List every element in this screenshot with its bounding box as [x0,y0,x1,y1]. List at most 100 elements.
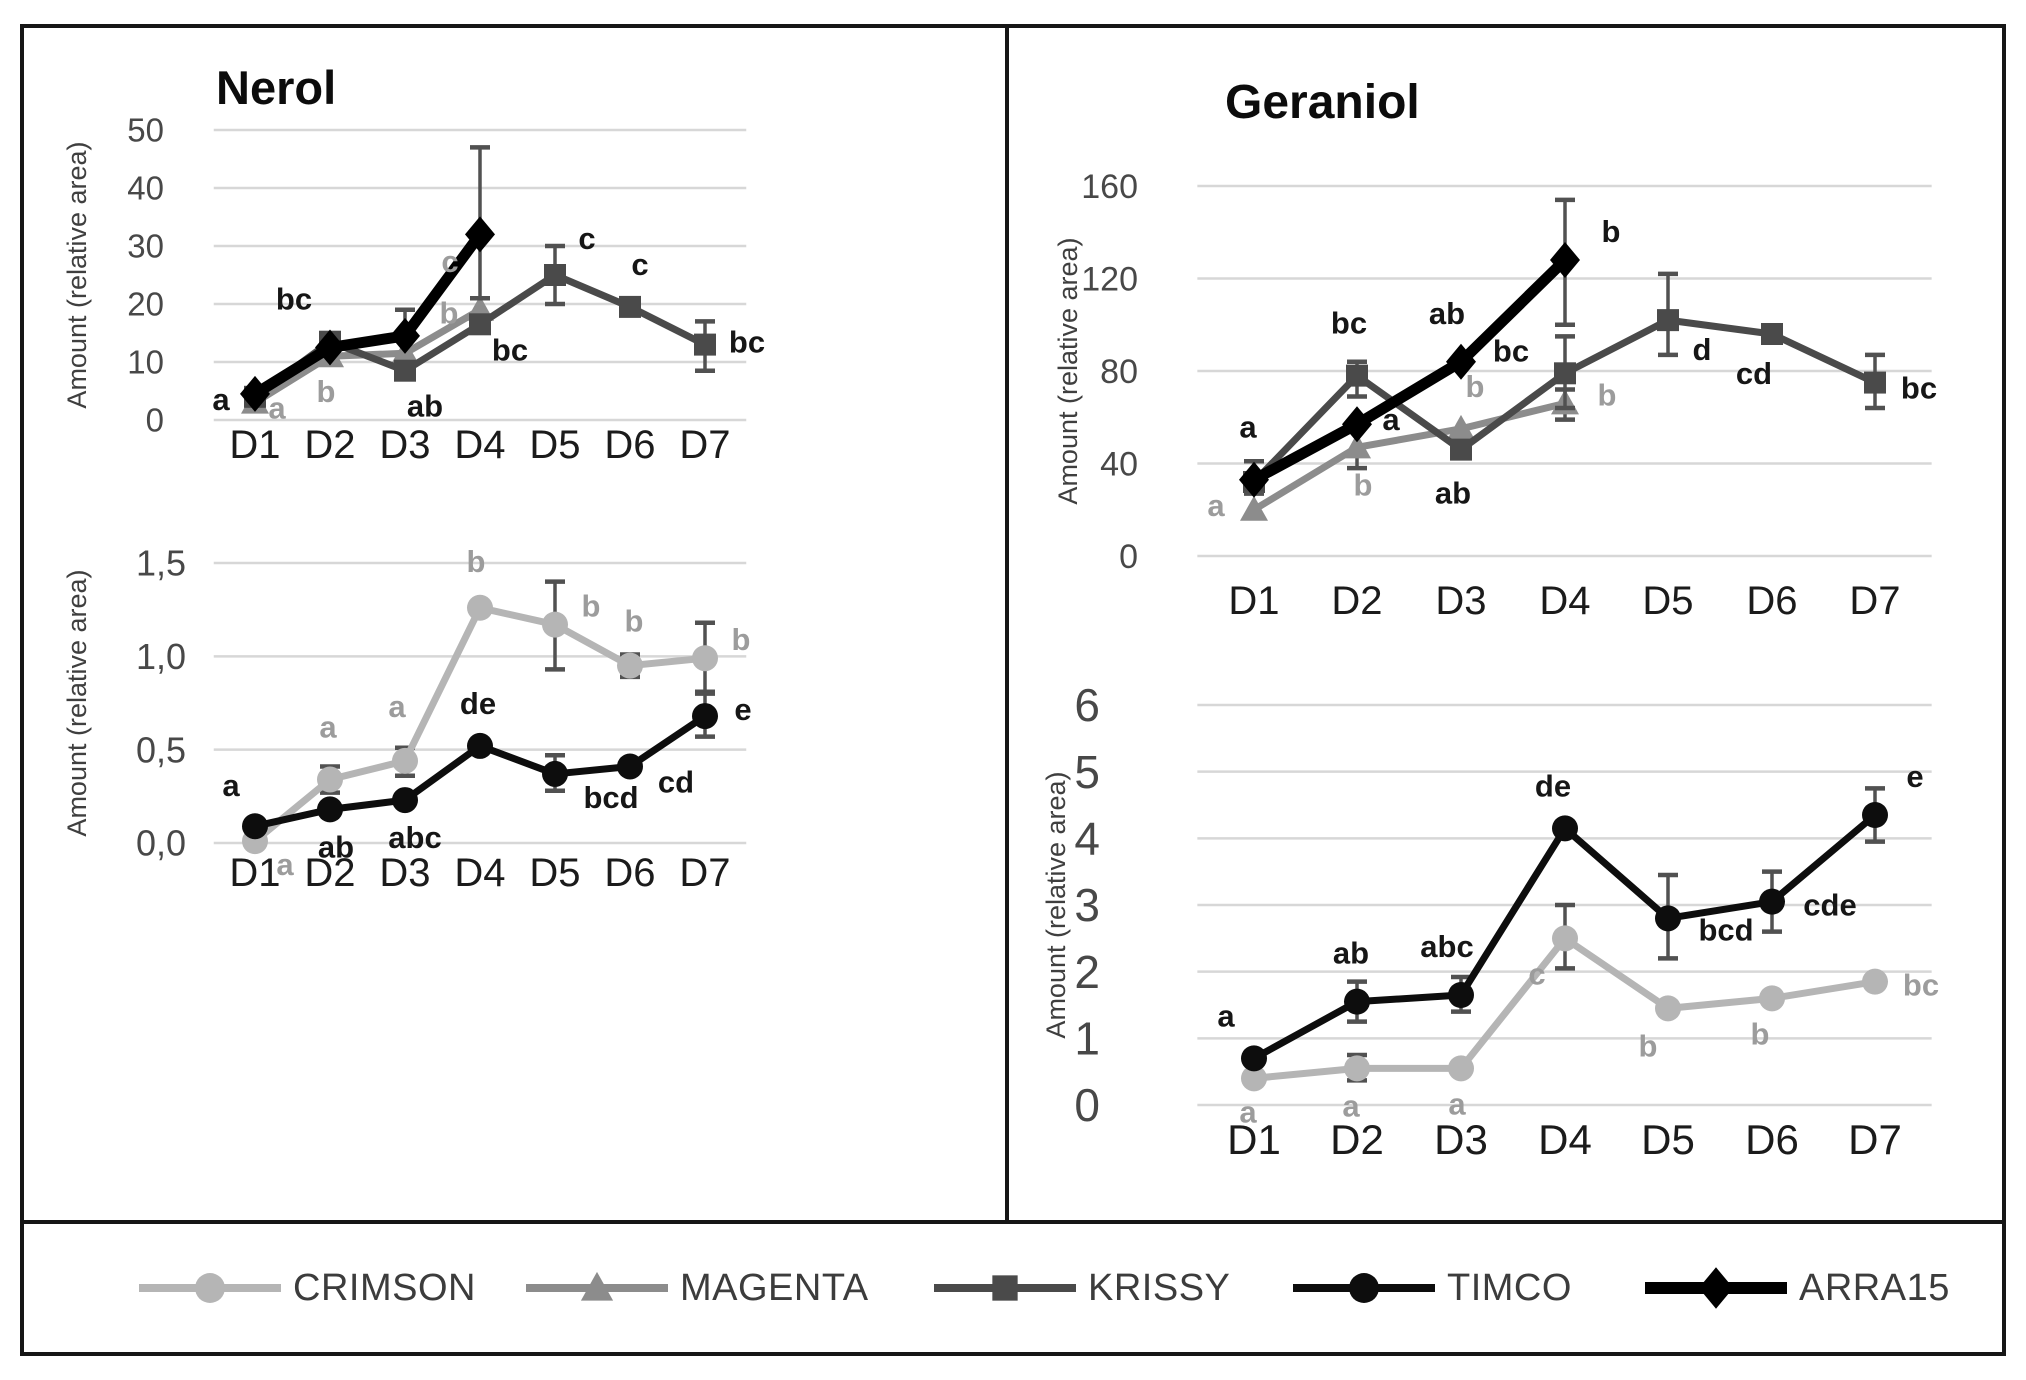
svg-text:10: 10 [127,344,164,381]
svg-text:b: b [440,295,459,330]
svg-text:a: a [1207,488,1225,523]
svg-text:a: a [388,689,406,724]
svg-text:D5: D5 [1642,579,1693,623]
svg-text:b: b [1602,214,1621,249]
svg-text:D3: D3 [379,851,430,895]
svg-text:b: b [625,604,644,639]
legend-label: KRISSY [1088,1266,1231,1309]
svg-text:40: 40 [127,170,164,207]
svg-text:30: 30 [127,228,164,265]
svg-text:c: c [441,244,458,279]
svg-text:b: b [582,589,601,624]
chart-geraniol-upper: 0 40 80 120 160 D1 D2 D3 D4 D5 D6 D7 Geraniol Amount … [1053,76,1937,623]
legend-diamond-marker-icon [1645,1267,1787,1309]
svg-text:e: e [734,692,751,727]
svg-text:1,5: 1,5 [136,543,186,584]
svg-text:160: 160 [1081,168,1138,206]
svg-text:D1: D1 [1227,1116,1281,1163]
svg-text:D6: D6 [604,423,655,467]
svg-text:0: 0 [146,402,164,439]
svg-text:bc: bc [1331,306,1367,341]
svg-text:ab: ab [318,829,354,864]
legend-triangle-marker-icon [526,1271,668,1301]
svg-text:D5: D5 [529,423,580,467]
svg-text:a: a [212,382,230,417]
svg-text:D3: D3 [1435,579,1486,623]
svg-text:D2: D2 [304,423,355,467]
svg-text:bc: bc [1901,371,1937,406]
svg-text:b: b [317,374,336,409]
svg-text:a: a [1217,998,1235,1033]
svg-text:b: b [1751,1016,1770,1051]
svg-text:bc: bc [729,325,765,360]
svg-text:D6: D6 [604,851,655,895]
svg-text:bcd: bcd [1698,912,1753,947]
svg-text:5: 5 [1074,746,1100,798]
svg-text:c: c [578,221,595,256]
svg-text:de: de [1535,768,1571,803]
svg-text:b: b [1354,467,1373,502]
legend-item-krissy: KRISSY [930,1252,1230,1324]
legend-square-marker-icon [934,1275,1076,1301]
svg-text:50: 50 [127,112,164,149]
svg-text:Amount (relative area): Amount (relative area) [62,569,92,836]
svg-text:c: c [631,247,648,282]
svg-text:ab: ab [1429,296,1465,331]
svg-text:4: 4 [1074,812,1100,864]
svg-text:cd: cd [658,764,694,799]
svg-text:b: b [467,544,486,579]
legend-item-arra15: ARRA15 [1641,1252,1950,1324]
legend-item-crimson: CRIMSON [135,1252,476,1324]
svg-text:0: 0 [1119,538,1138,576]
svg-text:de: de [460,686,496,721]
svg-text:20: 20 [127,286,164,323]
svg-text:a: a [319,710,337,745]
svg-text:bc: bc [276,282,312,317]
svg-text:a: a [1448,1086,1466,1121]
svg-text:D2: D2 [1331,579,1382,623]
legend-circle-marker-icon [139,1273,281,1303]
svg-text:Geraniol: Geraniol [1225,76,1420,129]
svg-text:40: 40 [1100,445,1138,483]
svg-text:bc: bc [1493,333,1529,368]
svg-text:0: 0 [1074,1079,1100,1131]
svg-text:a: a [276,847,294,882]
svg-text:D6: D6 [1745,1116,1799,1163]
legend: CRIMSON MAGENTA KRISSY TIMCO ARRA15 [24,1220,2002,1352]
svg-text:D3: D3 [379,423,430,467]
svg-text:ab: ab [1333,936,1369,971]
svg-text:D4: D4 [454,423,505,467]
svg-text:bcd: bcd [583,780,638,815]
chart-nerol-upper: 0 10 20 30 40 50 D1 D2 D3 D4 D5 D6 D7 Nerol Amount (re… [62,61,765,467]
svg-text:1: 1 [1074,1012,1100,1064]
svg-text:cd: cd [1736,356,1772,391]
svg-text:3: 3 [1074,879,1100,931]
svg-text:D4: D4 [454,851,505,895]
svg-text:D4: D4 [1538,1116,1592,1163]
svg-text:b: b [1639,1028,1658,1063]
legend-label: CRIMSON [293,1266,476,1309]
svg-text:a: a [1342,1088,1360,1123]
svg-text:D7: D7 [679,423,730,467]
svg-text:6: 6 [1074,679,1100,731]
svg-text:a: a [1382,402,1400,437]
legend-label: ARRA15 [1799,1266,1950,1309]
svg-text:b: b [732,622,751,657]
svg-text:a: a [1239,410,1257,445]
svg-text:ab: ab [1435,476,1471,511]
svg-text:0,5: 0,5 [136,729,186,770]
panel-divider [1005,28,1009,1220]
svg-text:D2: D2 [1330,1116,1384,1163]
svg-text:a: a [1239,1094,1257,1129]
chart-geraniol-lower: 0 1 2 3 4 5 6 D1 D2 D3 D4 D5 D6 D7 Amount (relative ar… [1041,679,1939,1163]
svg-text:a: a [222,768,240,803]
svg-text:bc: bc [492,332,528,367]
chart-nerol-lower: 0,0 0,5 1,0 1,5 D1 D2 D3 D4 D5 D6 D7 Amount (relati… [62,543,752,895]
svg-text:a: a [268,391,286,426]
svg-text:abc: abc [388,820,441,855]
legend-label: TIMCO [1447,1266,1572,1309]
svg-text:D1: D1 [229,851,280,895]
svg-text:bc: bc [1903,968,1939,1003]
svg-text:1,0: 1,0 [136,636,186,677]
